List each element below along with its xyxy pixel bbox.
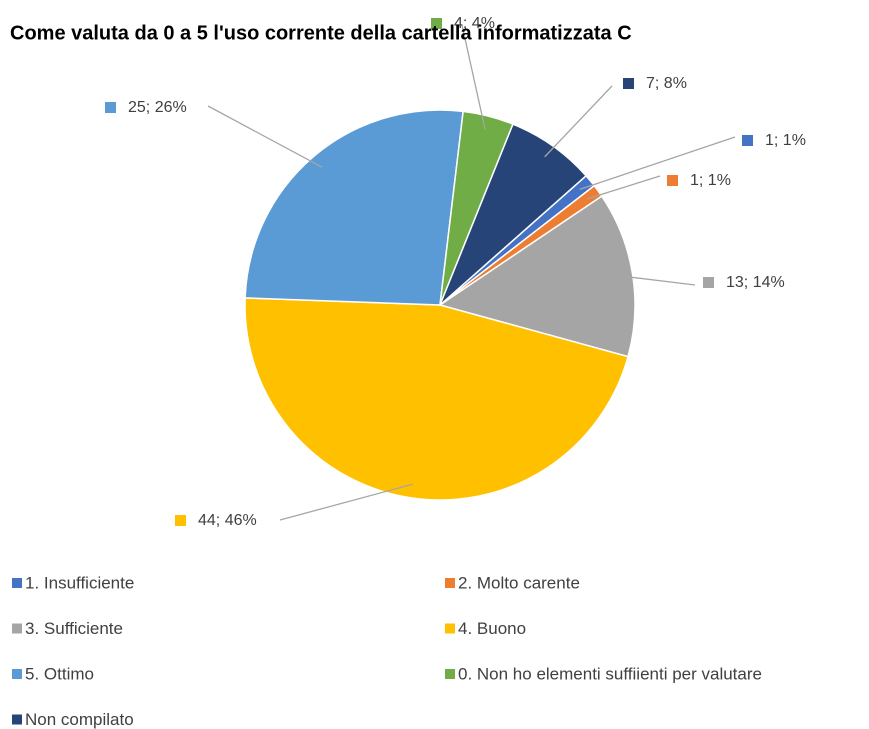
label-swatch: [703, 277, 714, 288]
data-labels: 1; 1% 1; 1% 13; 14% 44; 46% 25; 26% 4; 4% 7; 8…: [105, 15, 806, 529]
label-swatch: [175, 515, 186, 526]
leader-line: [279, 483, 413, 521]
data-label: 25; 26%: [128, 99, 187, 116]
legend-swatch: [445, 623, 455, 634]
leader-line: [618, 275, 696, 286]
pie-slice: [244, 109, 464, 306]
data-label: 1; 1%: [765, 132, 806, 149]
legend-swatch: [445, 578, 455, 588]
pie-slice: [439, 123, 588, 306]
label-swatch: [105, 102, 116, 113]
label-swatch: [742, 135, 753, 146]
legend-label: 1. Insufficiente: [25, 573, 134, 592]
legend-label: 4. Buono: [458, 619, 526, 638]
label-swatch: [431, 18, 442, 29]
leader-line: [586, 175, 661, 200]
data-label: 7; 8%: [646, 75, 687, 92]
data-label: 13; 14%: [726, 274, 785, 291]
label-swatch: [623, 78, 634, 89]
legend-swatch: [12, 623, 22, 634]
leader-line: [461, 24, 486, 130]
legend-swatch: [12, 714, 22, 725]
pie: [244, 109, 636, 501]
pie-slice: [244, 297, 629, 501]
legend-label: 3. Sufficiente: [25, 619, 123, 638]
data-label: 4; 4%: [454, 15, 495, 32]
data-label: 1; 1%: [690, 172, 731, 189]
legend-swatch: [445, 669, 455, 679]
chart-title: Come valuta da 0 a 5 l'uso corrente dell…: [10, 22, 632, 44]
legend-label: 2. Molto carente: [458, 573, 580, 592]
data-label: 44; 46%: [198, 512, 257, 529]
legend-swatch: [12, 578, 22, 588]
legend: 1. Insufficiente 2. Molto carente 3. Suffi…: [12, 573, 762, 729]
legend-label: Non compilato: [25, 710, 134, 729]
leader-line: [579, 136, 736, 191]
label-swatch: [667, 175, 678, 186]
legend-label: 5. Ottimo: [25, 664, 94, 683]
leader-line: [544, 85, 613, 158]
legend-swatch: [12, 669, 22, 679]
legend-label: 0. Non ho elementi suffiienti per valuta…: [458, 664, 762, 683]
pie-slice: [438, 195, 636, 358]
leader-line: [207, 105, 323, 168]
